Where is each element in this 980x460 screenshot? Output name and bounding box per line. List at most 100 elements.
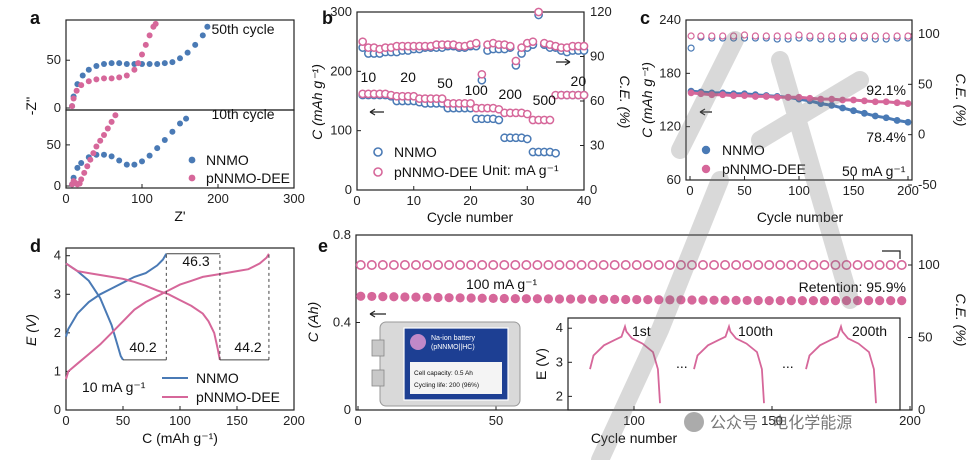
panel-a-point-top-pnnmo xyxy=(69,103,76,110)
panel-c-point-capacity-pnnmo xyxy=(817,95,825,103)
panel-b-right-ytick-label: 120 xyxy=(590,4,612,19)
panel-e-point-capacity xyxy=(466,293,476,303)
panel-c-point-ce-pnnmo xyxy=(806,32,814,40)
panel-e-point-capacity xyxy=(841,296,852,306)
panel-c-point-ce-pnnmo xyxy=(860,32,869,40)
panel-a-point-top-pnnmo xyxy=(70,95,77,102)
panel-e-xtick-label: 100 xyxy=(623,413,645,428)
battery-tab-bottom xyxy=(371,369,385,387)
panel-a-xtick-label: 100 xyxy=(131,191,153,206)
panel-e-point-ce xyxy=(455,259,466,270)
panel-c-point-ce-pnnmo xyxy=(882,32,890,40)
panel-a-top-ytick-label: 0 xyxy=(54,100,61,115)
panel-e-xtick-label: 50 xyxy=(489,413,503,428)
panel-b-point-ce-pnnmo xyxy=(534,7,543,17)
panel-a-point-bottom-pnnmo xyxy=(112,112,119,119)
panel-c-point-capacity-pnnmo xyxy=(687,89,695,97)
panel-c-ytick-label: 60 xyxy=(667,172,681,187)
panel-e-point-ce xyxy=(543,259,554,270)
panel-e-left-axis-arrow xyxy=(369,310,386,318)
panel-a-xtick-label: 200 xyxy=(207,191,229,206)
panel-e-point-capacity xyxy=(422,292,432,302)
panel-b-rate-label: 200 xyxy=(499,86,523,102)
panel-b-rate-label: 20 xyxy=(400,69,416,85)
panel-d-label-44-2: 44.2 xyxy=(234,339,261,355)
panel-e-point-ce xyxy=(466,259,477,270)
panel-b-ytick-label: 300 xyxy=(330,4,352,19)
panel-a-point-top-pnnmo xyxy=(116,74,123,81)
panel-e-point-capacity xyxy=(753,295,763,306)
panel-e-point-capacity xyxy=(400,292,410,302)
panel-e-point-ce xyxy=(686,259,697,270)
panel-c-point-ce-pnnmo xyxy=(784,32,792,40)
panel-c-point-ce-pnnmo xyxy=(795,31,803,39)
panel-b-point-ce-pnnmo xyxy=(511,56,521,66)
panel-e-point-capacity xyxy=(488,293,498,303)
watermark-badge: 公众号 · 电化学能源 xyxy=(684,412,852,432)
panel-e-point-ce xyxy=(565,259,576,270)
panel-e-ylabel-right: C.E. (%) xyxy=(953,294,969,347)
panel-e-point-ce xyxy=(609,259,620,270)
panel-b-rate-labels: 10 20 50 100 200 500 20 xyxy=(361,69,587,108)
inset-curves xyxy=(589,323,877,404)
panel-e-point-ce xyxy=(532,259,543,270)
panel-c-point-capacity-pnnmo xyxy=(861,97,868,105)
panel-c-point-ce-pnnmo xyxy=(817,32,825,40)
inset-dots-2: ... xyxy=(782,355,794,371)
panel-c-point-ce-pnnmo xyxy=(751,32,760,40)
panel-c-point-ce-pnnmo xyxy=(762,32,770,40)
panel-b-point-capacity-nnmo xyxy=(494,115,504,125)
panel-c-point-capacity-pnnmo xyxy=(773,93,781,101)
panel-c-point-ce-pnnmo xyxy=(849,32,858,40)
panel-e-point-capacity xyxy=(510,293,520,304)
panel-a-point-top-pnnmo xyxy=(131,66,138,73)
panel-e-point-ce xyxy=(433,259,444,270)
panel-b-ytick-label: 100 xyxy=(330,123,352,138)
panel-b-rate-label: 500 xyxy=(533,92,557,108)
panel-b-point-capacity-pnnmo xyxy=(437,94,447,103)
panel-b-point-ce-pnnmo xyxy=(505,41,515,51)
inset-label-100th: 100th xyxy=(738,323,773,339)
panel-a-point-bottom-pnnmo xyxy=(104,125,111,132)
panel-d-xtick-label: 100 xyxy=(169,413,191,428)
panel-c-legend-marker-pnnmo xyxy=(701,164,711,174)
panel-e-point-ce xyxy=(720,259,731,270)
panel-e: e C (Ah) C.E. (%) Cycle number 0 50 100 150… xyxy=(305,227,969,446)
panel-c-point-capacity-pnnmo xyxy=(762,93,770,100)
inset-frame xyxy=(567,317,901,411)
panel-d-curve-pnnmo-dee-discharge xyxy=(65,262,221,361)
panel-c-legend-nnmo: NNMO xyxy=(722,142,765,158)
panel-a-point-top-nnmo xyxy=(184,49,191,56)
panel-e-point-ce xyxy=(863,259,874,270)
panel-c-point-capacity-nnmo xyxy=(904,118,912,126)
panel-e-point-capacity xyxy=(864,296,874,306)
panel-e-point-capacity xyxy=(554,294,565,304)
panel-b-point-capacity-pnnmo xyxy=(545,115,555,125)
panel-b-ytick-label: 200 xyxy=(330,63,352,78)
panel-c-right-ytick-label: 100 xyxy=(918,26,940,41)
panel-c-xtick-label: 200 xyxy=(897,183,919,198)
inset-ticks: 2 3 4 xyxy=(556,320,572,403)
panel-c-point-ce-pnnmo xyxy=(697,32,705,40)
panel-e-point-ce xyxy=(830,259,841,270)
panel-e-point-capacity xyxy=(576,294,587,304)
panel-e-point-ce xyxy=(786,259,797,270)
panel-e-point-capacity xyxy=(797,296,807,306)
panel-a-point-top-pnnmo xyxy=(101,75,107,82)
panel-c-ytick-label: 180 xyxy=(659,65,681,80)
panel-d: d E (V) C (mAh g⁻¹) 0 50 100 150 200 0 1 2 3 4 46… xyxy=(23,236,305,446)
panel-b-legend-marker-pnnmo xyxy=(373,167,383,177)
panel-a-point-top-pnnmo xyxy=(108,75,115,82)
panel-e-point-capacity xyxy=(830,296,841,306)
panel-e-point-ce xyxy=(576,259,587,270)
panel-c-xlabel: Cycle number xyxy=(757,209,844,225)
panel-c-point-ce-pnnmo xyxy=(729,32,738,40)
panel-d-ytick-label: 2 xyxy=(54,325,61,340)
panel-e-point-ce xyxy=(521,259,532,270)
panel-b-legend-nnmo: NNMO xyxy=(394,144,437,160)
panel-c-ticks: 0 50 100 150 200 60 120 180 240 -50 0 50 100 xyxy=(659,12,939,198)
panel-c-xtick-label: 50 xyxy=(737,183,751,198)
panel-e-point-capacity xyxy=(455,293,465,303)
inset-ylabel: E (V) xyxy=(533,348,549,380)
